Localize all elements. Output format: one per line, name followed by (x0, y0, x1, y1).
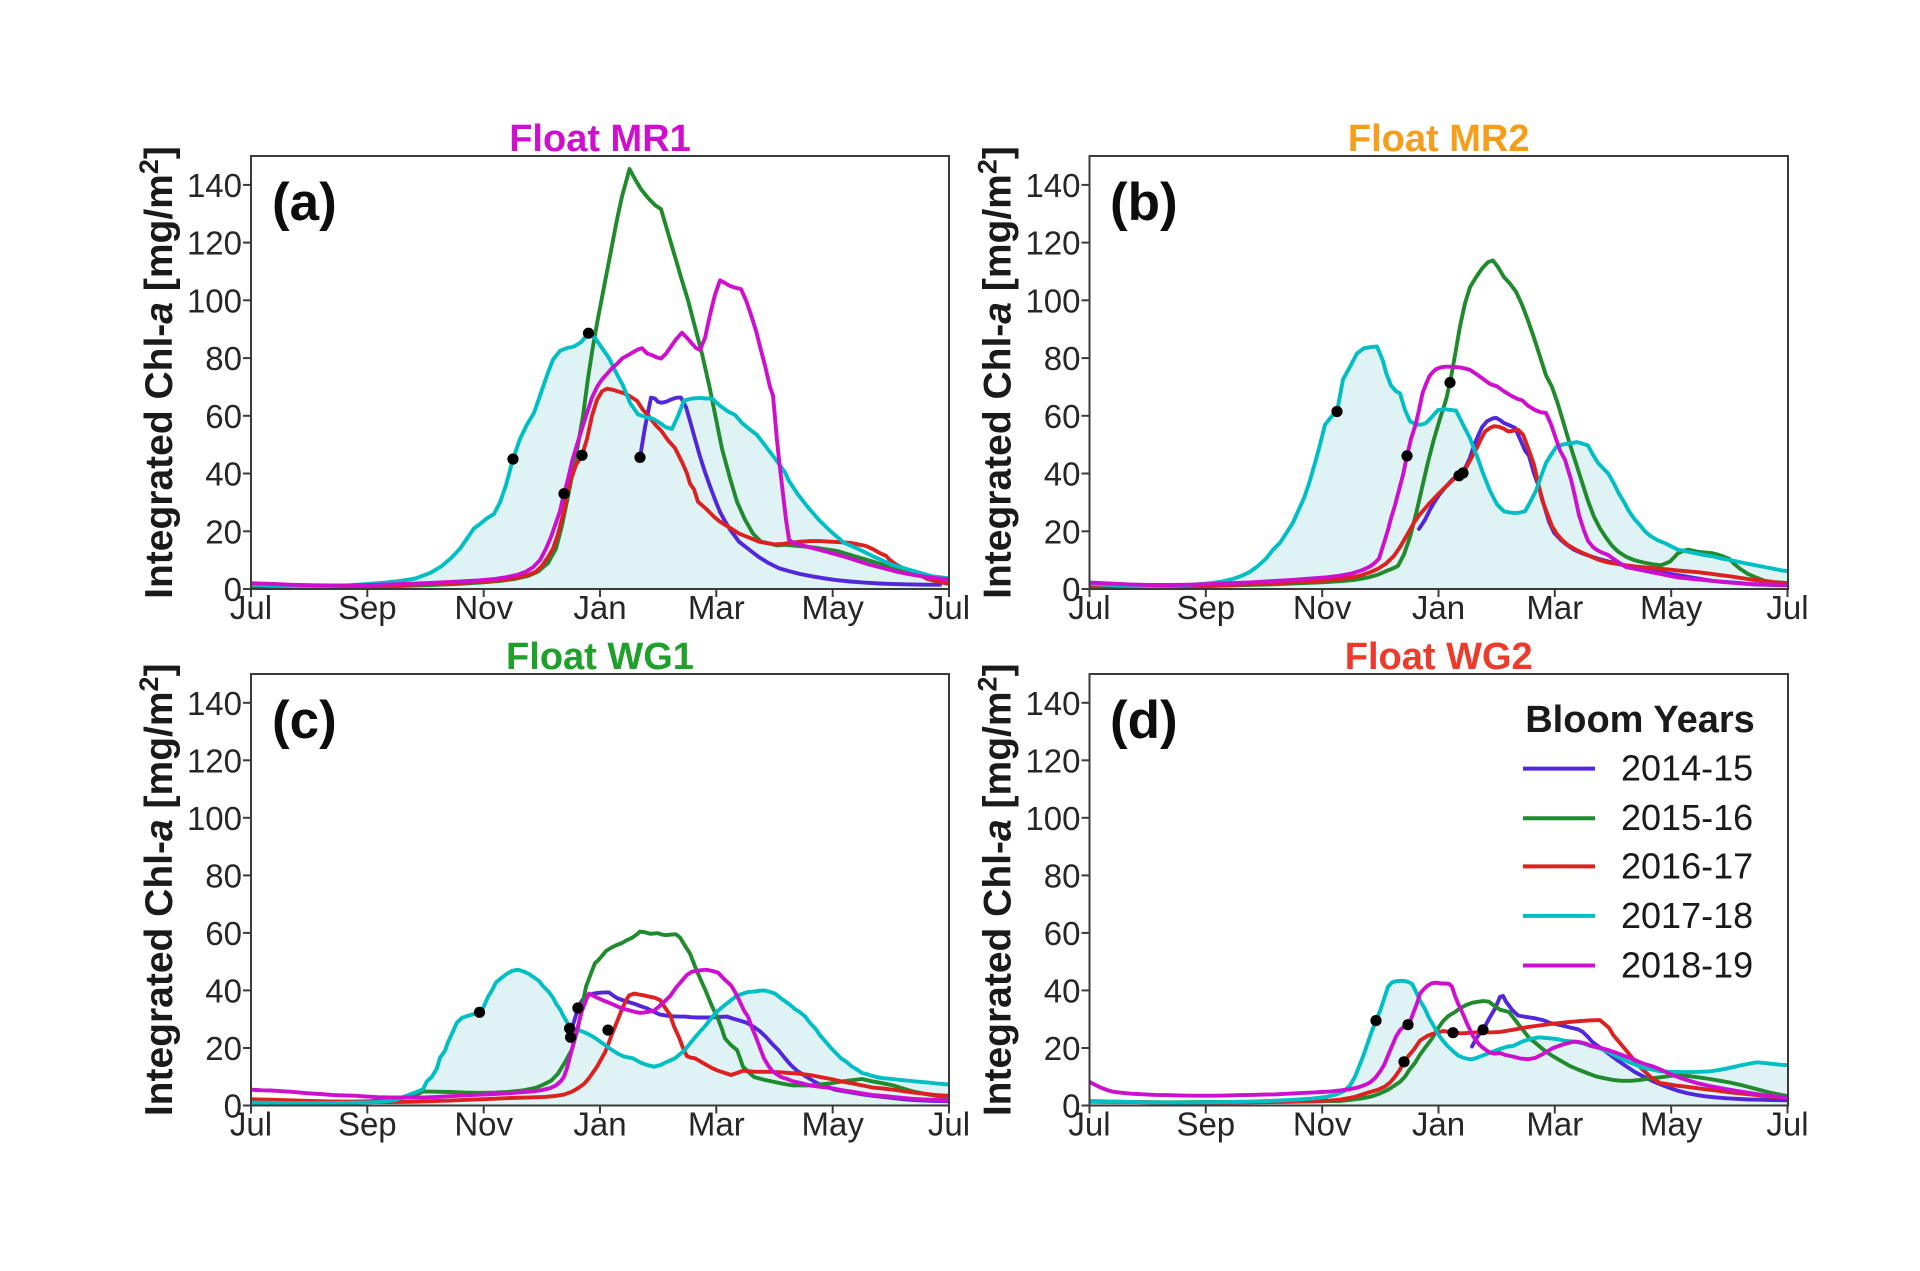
svg-text:2017-18: 2017-18 (1621, 895, 1753, 936)
svg-text:Nov: Nov (1293, 589, 1352, 626)
svg-text:100: 100 (187, 282, 242, 319)
svg-text:Jan: Jan (1412, 589, 1465, 626)
svg-text:Float WG1: Float WG1 (506, 636, 694, 678)
svg-text:120: 120 (1025, 225, 1080, 262)
svg-text:140: 140 (187, 685, 242, 722)
svg-text:Integrated Chl-a [mg/m2]: Integrated Chl-a [mg/m2] (134, 663, 181, 1116)
svg-text:Float MR2: Float MR2 (1348, 118, 1530, 160)
svg-text:80: 80 (205, 340, 242, 377)
svg-text:Mar: Mar (1526, 1106, 1583, 1143)
svg-text:40: 40 (1044, 972, 1081, 1009)
svg-text:Float WG2: Float WG2 (1345, 636, 1533, 678)
svg-text:(d): (d) (1110, 691, 1178, 750)
svg-text:100: 100 (1025, 282, 1080, 319)
svg-text:(a): (a) (272, 173, 337, 232)
svg-text:0: 0 (1062, 571, 1080, 608)
svg-text:Jul: Jul (928, 1106, 970, 1143)
svg-text:60: 60 (1044, 398, 1081, 435)
svg-text:40: 40 (1044, 456, 1081, 493)
svg-text:80: 80 (205, 857, 242, 894)
svg-text:20: 20 (205, 1030, 242, 1067)
svg-text:Mar: Mar (688, 1106, 745, 1143)
svg-text:Jul: Jul (230, 1106, 272, 1143)
svg-text:60: 60 (205, 398, 242, 435)
svg-text:Jul: Jul (1068, 1106, 1110, 1143)
svg-text:40: 40 (205, 456, 242, 493)
svg-text:Float MR1: Float MR1 (509, 118, 691, 160)
svg-text:Nov: Nov (454, 589, 513, 626)
svg-text:(b): (b) (1110, 173, 1178, 232)
svg-text:May: May (802, 1106, 865, 1143)
svg-text:120: 120 (1025, 742, 1080, 779)
svg-text:0: 0 (224, 1088, 242, 1125)
svg-text:120: 120 (187, 225, 242, 262)
svg-text:60: 60 (205, 915, 242, 952)
svg-text:100: 100 (187, 800, 242, 837)
svg-text:Jan: Jan (573, 1106, 626, 1143)
svg-text:Jan: Jan (1412, 1106, 1465, 1143)
svg-text:Jul: Jul (230, 589, 272, 626)
svg-text:Jul: Jul (928, 589, 970, 626)
svg-text:20: 20 (1044, 513, 1081, 550)
svg-text:140: 140 (1025, 167, 1080, 204)
svg-text:Jan: Jan (573, 589, 626, 626)
svg-text:Nov: Nov (1293, 1106, 1352, 1143)
svg-text:Mar: Mar (688, 589, 745, 626)
svg-text:Sep: Sep (338, 589, 397, 626)
svg-text:Sep: Sep (1176, 1106, 1235, 1143)
svg-text:140: 140 (187, 167, 242, 204)
svg-text:Jul: Jul (1766, 1106, 1808, 1143)
svg-text:120: 120 (187, 742, 242, 779)
svg-text:40: 40 (205, 972, 242, 1009)
svg-text:80: 80 (1044, 857, 1081, 894)
svg-text:Mar: Mar (1526, 589, 1583, 626)
svg-text:20: 20 (1044, 1030, 1081, 1067)
svg-text:May: May (1640, 589, 1703, 626)
svg-text:Integrated Chl-a [mg/m2]: Integrated Chl-a [mg/m2] (973, 146, 1020, 599)
svg-text:Sep: Sep (338, 1106, 397, 1143)
svg-text:2018-19: 2018-19 (1621, 945, 1753, 986)
svg-text:Jul: Jul (1766, 589, 1808, 626)
svg-text:Jul: Jul (1068, 589, 1110, 626)
svg-text:Integrated Chl-a [mg/m2]: Integrated Chl-a [mg/m2] (134, 146, 181, 599)
svg-text:May: May (1640, 1106, 1703, 1143)
svg-text:140: 140 (1025, 685, 1080, 722)
svg-text:2016-17: 2016-17 (1621, 845, 1753, 886)
svg-text:100: 100 (1025, 800, 1080, 837)
svg-text:May: May (802, 589, 865, 626)
svg-text:Bloom Years: Bloom Years (1525, 699, 1755, 741)
svg-text:Nov: Nov (454, 1106, 513, 1143)
svg-text:60: 60 (1044, 915, 1081, 952)
svg-text:(c): (c) (272, 691, 337, 750)
svg-text:20: 20 (205, 513, 242, 550)
svg-text:2014-15: 2014-15 (1621, 748, 1753, 789)
svg-text:Sep: Sep (1176, 589, 1235, 626)
svg-text:Integrated Chl-a [mg/m2]: Integrated Chl-a [mg/m2] (973, 663, 1020, 1116)
svg-text:0: 0 (1062, 1088, 1080, 1125)
svg-text:80: 80 (1044, 340, 1081, 377)
svg-text:0: 0 (224, 571, 242, 608)
svg-text:2015-16: 2015-16 (1621, 797, 1753, 838)
